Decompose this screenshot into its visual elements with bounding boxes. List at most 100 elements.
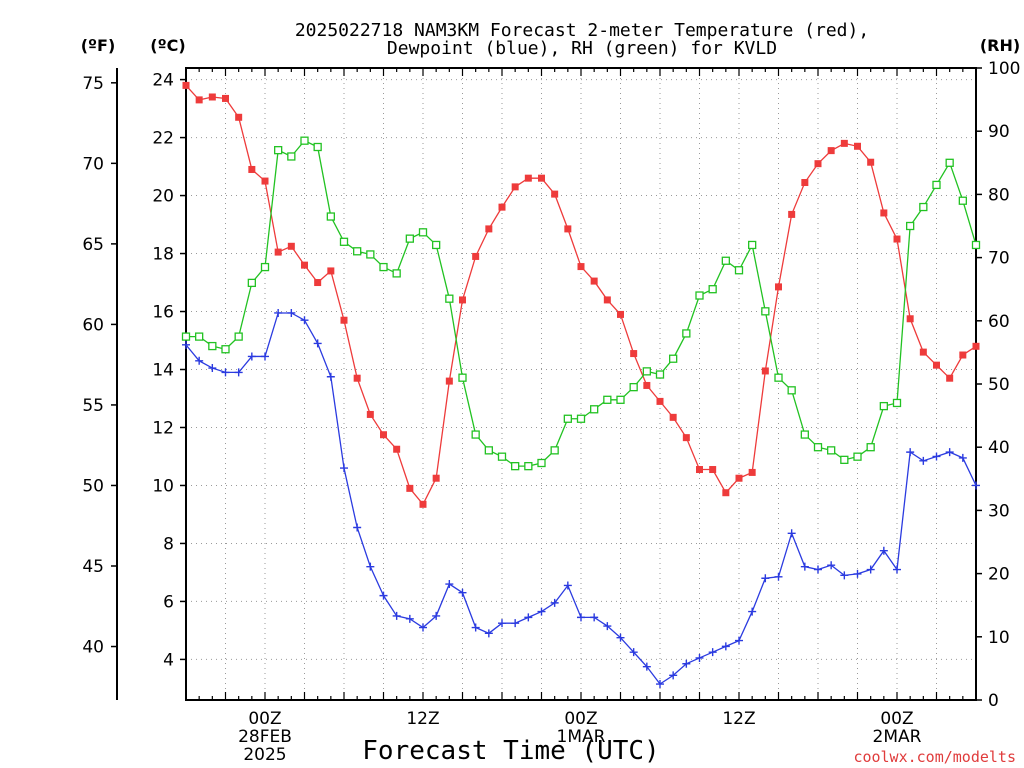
series-rh — [181, 136, 981, 471]
rh-point — [353, 247, 362, 256]
temperature-point — [366, 410, 374, 418]
fahrenheit-tick-label: 65 — [82, 235, 104, 255]
celsius-tick-label: 14 — [152, 361, 174, 381]
temperature-point — [445, 377, 453, 385]
series-temperature — [182, 81, 980, 508]
dewpoint-point — [932, 452, 941, 461]
rh-point — [563, 414, 572, 423]
rh-tick-label: 50 — [988, 375, 1010, 395]
temperature-point — [538, 174, 545, 182]
dewpoint-point — [603, 622, 612, 631]
rh-point — [274, 146, 283, 155]
dewpoint-point — [629, 648, 638, 657]
series-layer — [181, 81, 981, 689]
temperature-point — [340, 316, 348, 324]
temperature-point — [643, 381, 651, 389]
rh-point — [511, 462, 520, 471]
rh-point — [971, 240, 981, 250]
temperature-point — [248, 165, 256, 173]
fahrenheit-unit-label: (ºF) — [81, 36, 116, 55]
temperature-point — [669, 413, 677, 421]
rh-point — [853, 452, 862, 461]
temperature-point — [603, 296, 611, 304]
temperature-point — [722, 489, 730, 497]
rh-point — [550, 446, 559, 455]
dewpoint-point — [906, 448, 915, 457]
watermark-link[interactable]: coolwx.com/modelts — [853, 748, 1016, 766]
celsius-tick-label: 16 — [152, 303, 174, 323]
rh-tick-label: 100 — [988, 59, 1020, 79]
rh-point — [721, 256, 730, 265]
celsius-tick-label: 8 — [163, 534, 174, 554]
x-tick-label: 2025 — [243, 745, 286, 765]
temperature-point — [972, 342, 980, 350]
dewpoint-point — [221, 368, 230, 377]
temperature-point — [327, 267, 335, 275]
dewpoint-point — [563, 581, 572, 590]
fahrenheit-tick-label: 75 — [82, 74, 104, 94]
x-tick-label: 00Z — [248, 709, 281, 729]
dewpoint-point — [840, 571, 849, 580]
fahrenheit-tick-label: 70 — [82, 154, 104, 174]
temperature-point — [459, 296, 466, 304]
chart-title-line1: 2025022718 NAM3KM Forecast 2-meter Tempe… — [295, 20, 869, 41]
dewpoint-point — [550, 598, 559, 607]
dewpoint-point — [274, 308, 283, 317]
temperature-point — [301, 261, 308, 269]
rh-tick-label: 60 — [988, 312, 1010, 332]
temperature-point — [564, 225, 572, 233]
temperature-point — [419, 500, 427, 508]
temperature-point — [788, 210, 796, 218]
rh-point — [392, 269, 401, 278]
temperature-point — [406, 484, 414, 492]
dewpoint-point — [827, 561, 836, 570]
temperature-point — [801, 179, 809, 187]
dewpoint-point — [695, 653, 704, 662]
dewpoint-point — [195, 356, 204, 365]
temperature-point — [880, 209, 888, 217]
rh-point — [484, 446, 493, 455]
celsius-tick-label: 12 — [152, 418, 174, 438]
temperature-point — [919, 348, 927, 356]
x-tick-label: 00Z — [880, 709, 913, 729]
rh-point — [787, 386, 796, 395]
rh-point — [892, 398, 902, 408]
dewpoint-point — [234, 368, 243, 377]
celsius-tick-label: 10 — [152, 476, 174, 496]
temperature-point — [840, 139, 848, 147]
rh-point — [405, 234, 414, 243]
dewpoint-point — [340, 464, 348, 473]
celsius-tick-label: 18 — [152, 245, 174, 265]
x-tick-label: 00Z — [564, 709, 597, 729]
rh-tick-label: 10 — [988, 628, 1010, 648]
dewpoint-point — [800, 562, 809, 571]
dewpoint-point — [893, 565, 901, 574]
rh-point — [181, 332, 191, 341]
dewpoint-point — [313, 339, 322, 348]
dewpoint-point — [814, 565, 822, 574]
rh-point — [932, 180, 941, 190]
dewpoint-point — [958, 453, 967, 462]
rh-point — [260, 262, 270, 272]
rh-point — [576, 414, 586, 423]
temperature-point — [498, 203, 506, 211]
rh-point — [906, 221, 915, 231]
temperature-point — [590, 277, 598, 285]
x-tick-label: 2MAR — [873, 727, 922, 747]
dewpoint-point — [511, 619, 520, 628]
dewpoint-point — [853, 569, 862, 578]
x-tick-label: 12Z — [722, 709, 755, 729]
temperature-point — [524, 174, 532, 182]
temperature-point — [630, 350, 638, 358]
rh-point — [339, 237, 349, 246]
temperature-point — [696, 466, 703, 474]
rh-point — [313, 142, 322, 152]
dewpoint-point — [787, 529, 796, 538]
rh-point — [537, 458, 546, 468]
temperature-point — [682, 434, 690, 442]
rh-point — [234, 332, 243, 341]
dewpoint-point — [300, 316, 309, 325]
temperature-point — [933, 361, 940, 369]
celsius-tick-label: 20 — [152, 187, 174, 207]
